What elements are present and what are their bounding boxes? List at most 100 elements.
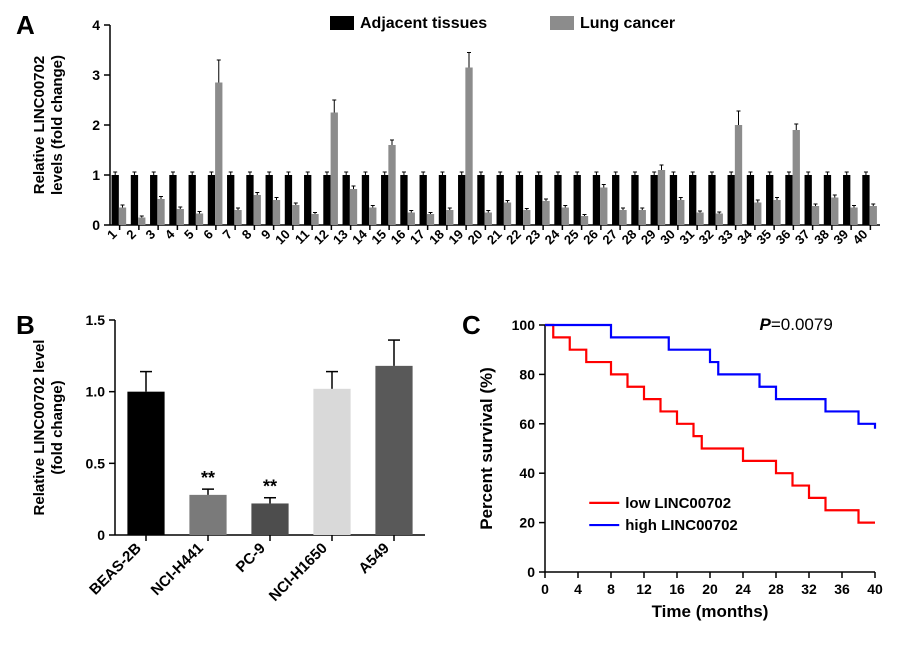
svg-text:39: 39 (830, 227, 851, 248)
xtick-A549: A549 (355, 540, 392, 577)
svg-text:9: 9 (258, 227, 274, 243)
bar-lc (504, 203, 511, 226)
bar-lc (773, 200, 780, 225)
svg-text:17: 17 (407, 227, 428, 248)
svg-text:25: 25 (561, 227, 582, 248)
legend-adj: Adjacent tissues (360, 15, 487, 32)
bar-adj (208, 175, 215, 225)
bar-lc (196, 214, 203, 226)
figure: A 01234Relative LINC00702levels (fold ch… (10, 10, 890, 650)
bar-NCI-H1650 (313, 389, 350, 535)
svg-text:13: 13 (330, 227, 351, 248)
svg-text:35: 35 (753, 227, 774, 248)
svg-text:0.5: 0.5 (86, 455, 106, 471)
bar-lc (831, 198, 838, 226)
svg-text:33: 33 (715, 227, 736, 248)
svg-text:1.5: 1.5 (86, 312, 106, 328)
svg-text:20: 20 (519, 515, 535, 531)
svg-text:4: 4 (162, 226, 178, 242)
bar-lc (523, 210, 530, 225)
bar-adj (150, 175, 157, 225)
bar-adj (593, 175, 600, 225)
bar-lc (619, 210, 626, 225)
bar-lc (658, 170, 665, 225)
bar-adj (631, 175, 638, 225)
bar-lc (119, 208, 126, 226)
bar-adj (343, 175, 350, 225)
bar-lc (485, 213, 492, 226)
bar-lc (369, 208, 376, 226)
bar-adj (554, 175, 561, 225)
bar-adj (747, 175, 754, 225)
svg-text:36: 36 (834, 581, 850, 597)
bar-lc (350, 189, 357, 225)
bar-adj (728, 175, 735, 225)
svg-text:2: 2 (92, 117, 100, 133)
svg-text:**: ** (263, 477, 277, 497)
bar-adj (169, 175, 176, 225)
bar-adj (227, 175, 234, 225)
svg-text:16: 16 (388, 227, 409, 248)
svg-text:0: 0 (527, 564, 535, 580)
panel-a-chart: 01234Relative LINC00702levels (fold chan… (30, 10, 890, 290)
panel-c-ylabel: Percent survival (%) (477, 367, 496, 530)
bar-adj (266, 175, 273, 225)
svg-text:28: 28 (768, 581, 784, 597)
svg-text:21: 21 (484, 227, 505, 248)
bar-lc (234, 210, 241, 225)
bar-adj (477, 175, 484, 225)
svg-text:6: 6 (200, 227, 216, 243)
bar-adj (112, 175, 119, 225)
svg-text:32: 32 (696, 227, 717, 248)
svg-text:32: 32 (801, 581, 817, 597)
svg-text:20: 20 (702, 581, 718, 597)
p-value: P=0.0079 (760, 315, 833, 334)
xtick-BEAS-2B: BEAS-2B (86, 540, 145, 599)
bar-adj (670, 175, 677, 225)
bar-adj (439, 175, 446, 225)
bar-adj (458, 175, 465, 225)
bar-A549 (375, 366, 412, 535)
panel-b-chart: 00.51.01.5Relative LINC00702 level(fold … (30, 310, 450, 650)
svg-text:5: 5 (181, 227, 197, 243)
legend-low: low LINC00702 (625, 495, 731, 512)
svg-text:60: 60 (519, 416, 535, 432)
bar-lc (600, 188, 607, 226)
bar-lc (292, 205, 299, 225)
bar-adj (362, 175, 369, 225)
bar-lc (408, 213, 415, 226)
bar-lc (716, 214, 723, 226)
bar-adj (189, 175, 196, 225)
svg-text:10: 10 (272, 227, 293, 248)
bar-lc (581, 216, 588, 225)
bar-lc (311, 214, 318, 225)
bar-adj (785, 175, 792, 225)
bar-lc (562, 208, 569, 226)
bar-PC-9 (251, 503, 288, 535)
bar-adj (131, 175, 138, 225)
legend-high: high LINC00702 (625, 517, 738, 534)
svg-text:20: 20 (465, 227, 486, 248)
bar-lc (542, 201, 549, 225)
svg-text:1.0: 1.0 (86, 384, 106, 400)
bar-lc (388, 145, 395, 225)
bar-adj (766, 175, 773, 225)
bar-adj (285, 175, 292, 225)
xtick-PC-9: PC-9 (233, 540, 269, 576)
bar-adj (516, 175, 523, 225)
legend-lc: Lung cancer (580, 15, 675, 32)
svg-text:**: ** (201, 468, 215, 488)
panel-c-xlabel: Time (months) (652, 602, 769, 621)
svg-text:1: 1 (92, 167, 100, 183)
panel-c-chart: 0204060801000481216202428323640Time (mon… (470, 310, 890, 650)
svg-text:24: 24 (735, 581, 751, 597)
bar-lc (812, 206, 819, 225)
panel-a-ylabel: Relative LINC00702levels (fold change) (31, 55, 66, 195)
svg-text:8: 8 (607, 581, 615, 597)
svg-text:12: 12 (311, 227, 332, 248)
svg-text:23: 23 (522, 227, 543, 248)
svg-text:15: 15 (368, 227, 389, 248)
bar-adj (708, 175, 715, 225)
svg-text:12: 12 (636, 581, 652, 597)
bar-lc (465, 68, 472, 226)
